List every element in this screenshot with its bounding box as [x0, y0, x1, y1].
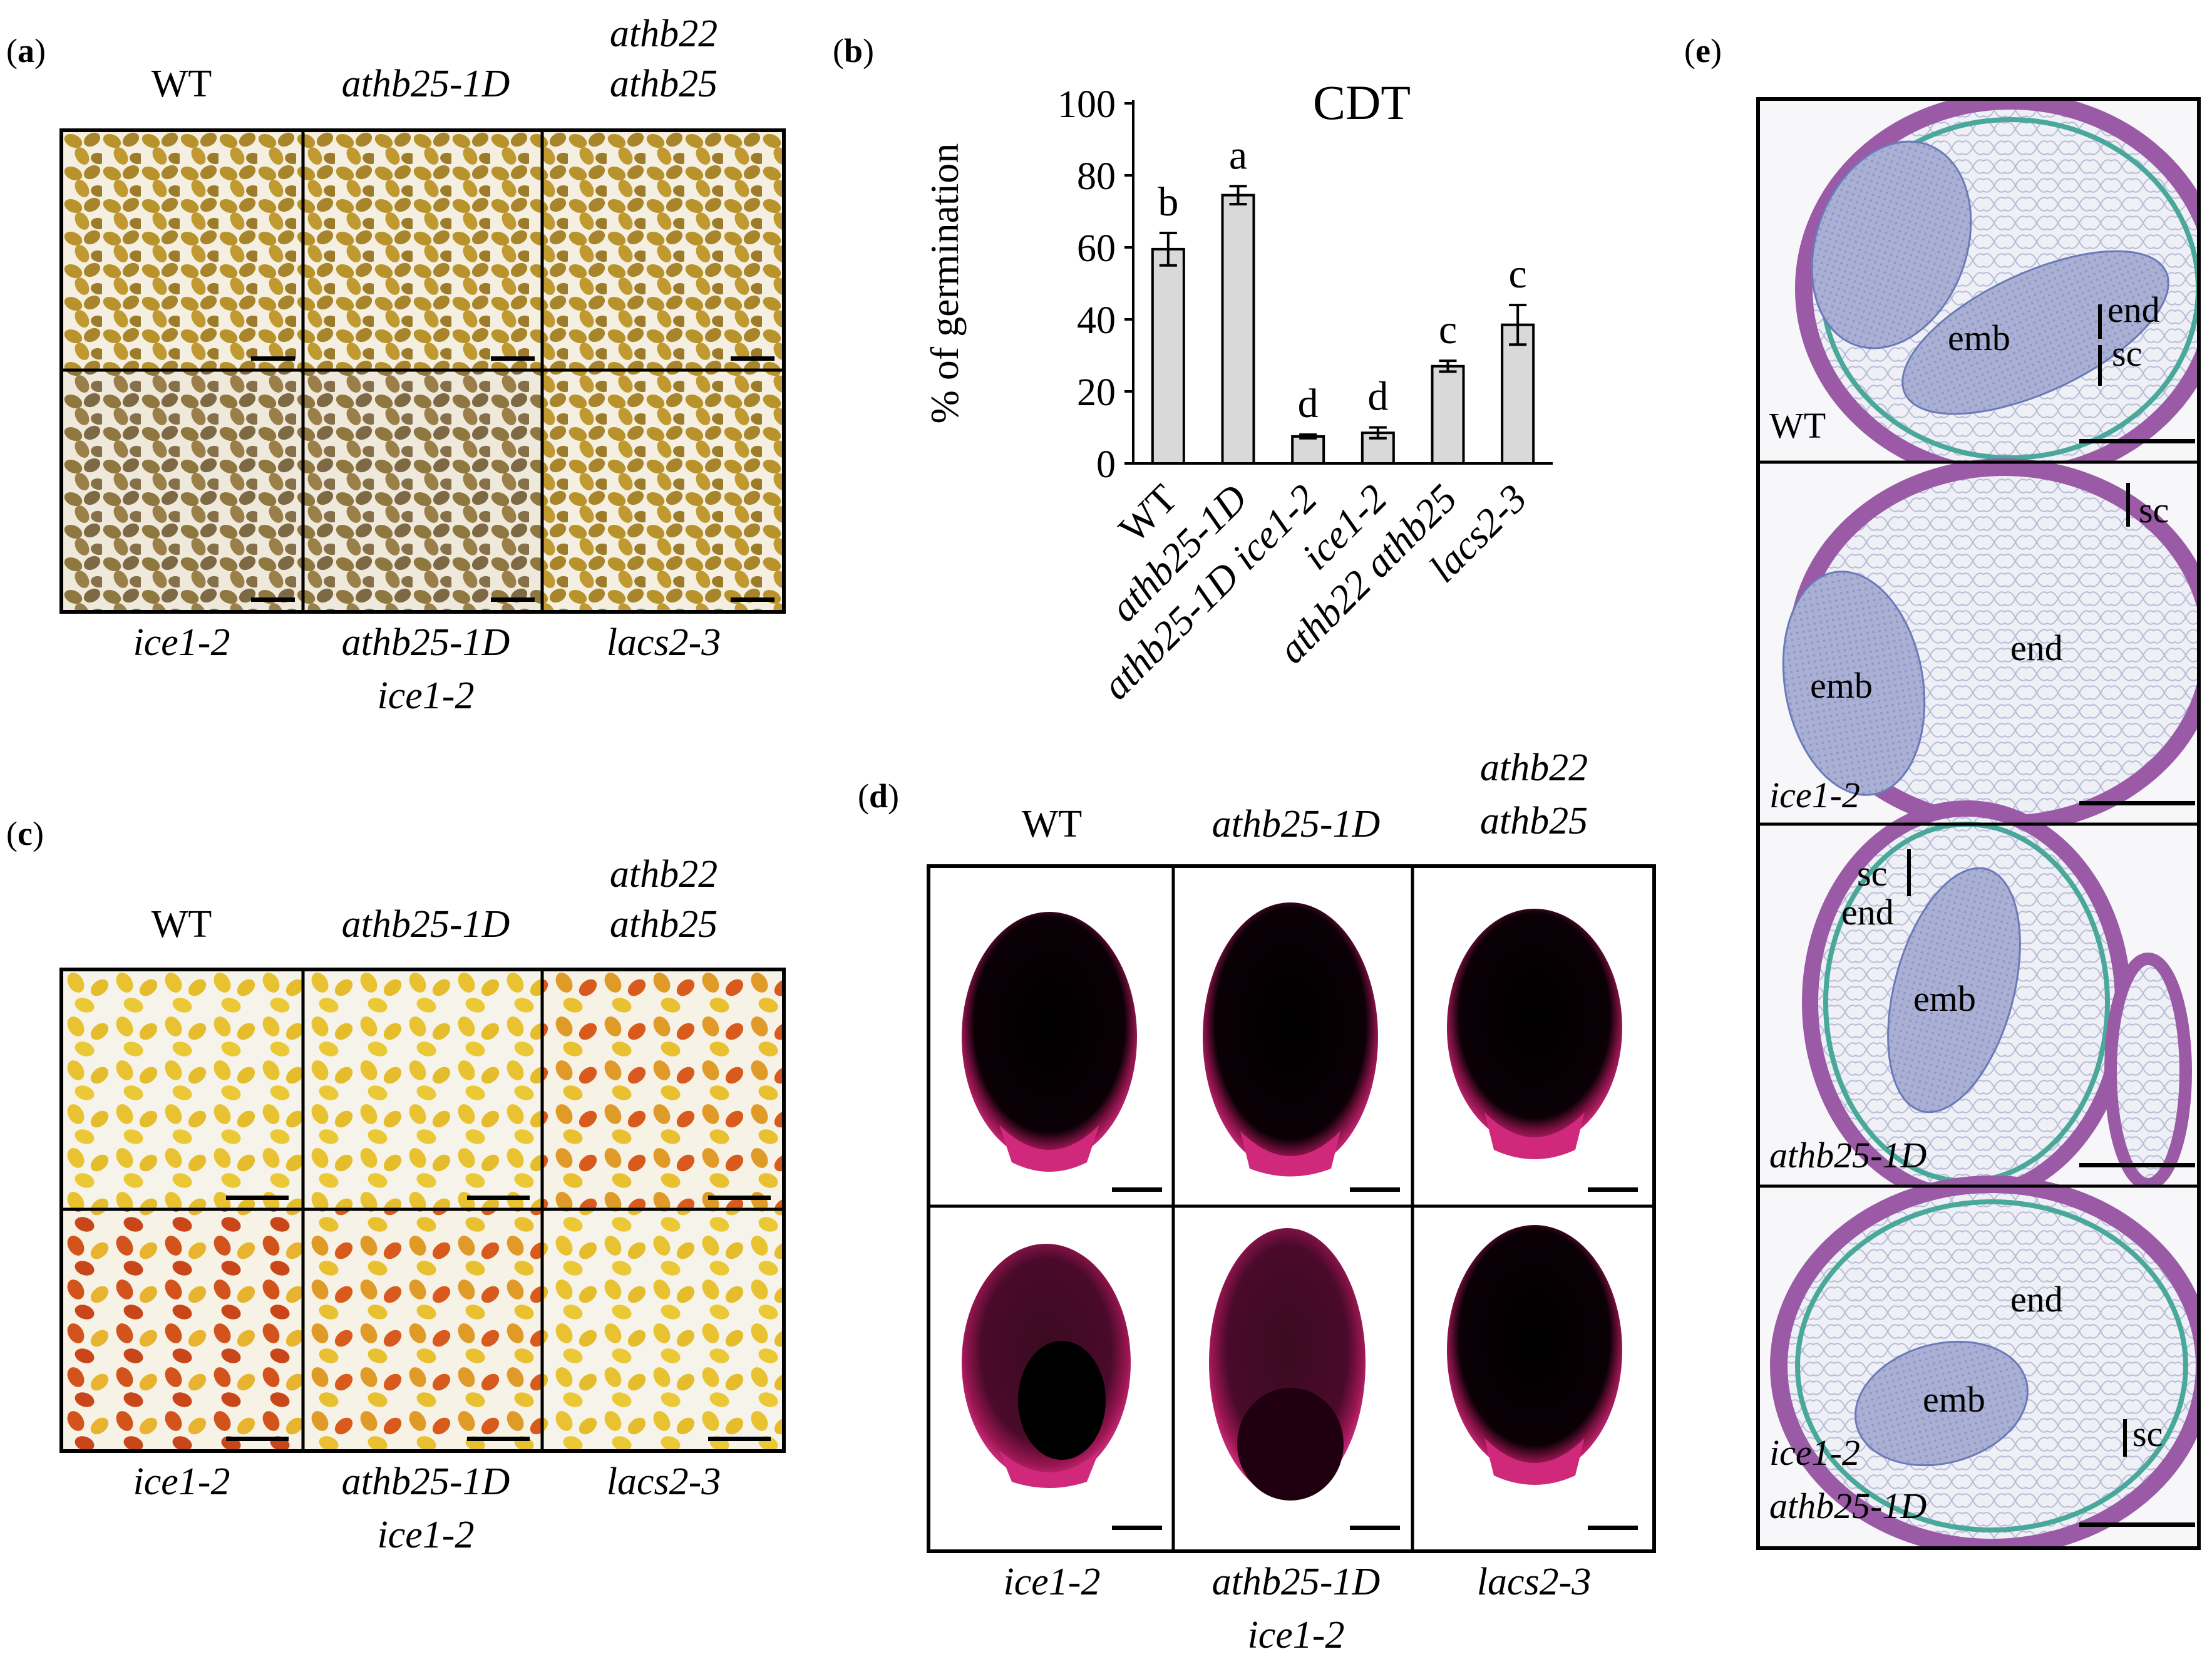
e4-emb-label: emb [1923, 1379, 1985, 1420]
significance-letter-2: a [1229, 132, 1247, 178]
panel-c-bottom-label-2a: athb25-1D [341, 1460, 510, 1503]
panel-d-bottom-label-2b: ice1-2 [1247, 1614, 1345, 1656]
panel-d-seed-images [930, 868, 1652, 1549]
bar-5 [1431, 364, 1465, 465]
panel-a-col3-label-line2: athb25 [609, 63, 718, 105]
panel-c-label: (c) [6, 815, 44, 852]
panel-d-bottom-label-1: ice1-2 [1003, 1561, 1101, 1603]
panel-a-seed-images [63, 132, 782, 610]
e4-row-label-2: athb25-1D [1769, 1486, 1927, 1526]
panel-d-col1-label: WT [1021, 803, 1083, 845]
bar-2 [1221, 194, 1255, 465]
panel-d-col2-label: athb25-1D [1211, 803, 1381, 845]
e1-end-bar [2098, 304, 2102, 339]
panel-e-column: end sc emb WT sc end emb ice1-2 sc end e… [1756, 97, 2201, 1550]
e1-row-label: WT [1769, 405, 1826, 446]
e2-sc-label: sc [2139, 490, 2169, 530]
e4-sc-bar [2123, 1419, 2127, 1457]
e2-sc-bar [2126, 483, 2130, 527]
seed-athb22-athb25 [1447, 909, 1622, 1159]
panel-a-col2-label: athb25-1D [341, 63, 510, 105]
panel-a-bottom-label-2b: ice1-2 [377, 674, 475, 717]
e4-end-label: end [2010, 1279, 2063, 1320]
e3-row-label: athb25-1D [1769, 1135, 1927, 1176]
panel-c-col1-label: WT [151, 903, 212, 946]
panel-c-col2-label: athb25-1D [341, 903, 510, 946]
seed-athb25-1d-ice1-2 [1209, 1228, 1366, 1501]
significance-letter-3: d [1298, 381, 1319, 426]
panel-c-seed-images [63, 971, 782, 1449]
panel-c-grid [59, 968, 786, 1453]
panel-d-label: (d) [858, 777, 900, 815]
y-tick-label: 60 [1077, 227, 1116, 270]
panel-c-bottom-label-1: ice1-2 [133, 1460, 230, 1503]
panel-a-bottom-label-3: lacs2-3 [606, 621, 721, 664]
e4-row-label-1: ice1-2 [1769, 1432, 1860, 1473]
panel-a-bottom-label-1: ice1-2 [133, 621, 230, 664]
panel-c-col3-label-line2: athb25 [609, 903, 718, 946]
panel-a-bottom-label-2a: athb25-1D [341, 621, 510, 664]
seed-wt [962, 912, 1137, 1172]
seed-ice1-2 [962, 1244, 1131, 1488]
panel-d-grid [927, 864, 1656, 1553]
bar-1 [1151, 247, 1185, 465]
y-tick-label: 40 [1077, 299, 1116, 342]
panel-e-label: (e) [1684, 32, 1722, 70]
e3-emb-label: emb [1913, 978, 1976, 1019]
panel-c-col3-label-line1: athb22 [609, 853, 718, 896]
significance-letter-6: c [1509, 251, 1527, 297]
e1-sc-label: sc [2112, 333, 2143, 374]
e3-end-label: end [1841, 892, 1894, 933]
y-axis-label: % of germination [922, 143, 967, 424]
y-tick-label: 100 [1057, 83, 1116, 126]
seed-lacs2-3 [1447, 1225, 1622, 1485]
significance-letter-5: c [1439, 307, 1457, 353]
germination-bar-chart: CDT% of germination020406080100bWTaathb2… [922, 75, 1553, 708]
e3-sc-bar [1907, 849, 1911, 896]
bar-3 [1291, 435, 1325, 465]
panel-d-col3-label-line1: athb22 [1479, 747, 1588, 789]
y-tick-label: 0 [1096, 443, 1116, 486]
e2-row-label: ice1-2 [1769, 775, 1860, 815]
panel-a-grid [59, 128, 786, 614]
panel-e-section-images [1760, 101, 2197, 1546]
e2-emb-label: emb [1810, 665, 1873, 706]
panel-d-bottom-label-3: lacs2-3 [1476, 1561, 1592, 1603]
e2-end-label: end [2010, 628, 2063, 668]
panel-d-bottom-label-2a: athb25-1D [1211, 1561, 1381, 1603]
e1-end-label: end [2107, 289, 2160, 330]
significance-letter-1: b [1158, 179, 1178, 225]
e1-sc-bar [2098, 345, 2102, 386]
y-tick-label: 20 [1077, 371, 1116, 414]
seed-athb25-1d [1203, 902, 1378, 1177]
panel-b-label: (b) [833, 32, 875, 70]
significance-letter-4: d [1367, 374, 1388, 420]
e4-sc-label: sc [2132, 1413, 2163, 1454]
e1-emb-label: emb [1948, 318, 2010, 358]
panel-a-label: (a) [6, 32, 46, 70]
panel-c-bottom-label-3: lacs2-3 [606, 1460, 721, 1503]
chart-title: CDT [1313, 75, 1411, 130]
panel-d-col3-label-line2: athb25 [1479, 800, 1588, 842]
panel-c-bottom-label-2b: ice1-2 [377, 1514, 475, 1556]
panel-a-col3-label-line1: athb22 [609, 13, 718, 55]
e3-sc-label: sc [1857, 853, 1888, 894]
panel-a-col1-label: WT [151, 63, 212, 105]
y-tick-label: 80 [1077, 155, 1116, 198]
